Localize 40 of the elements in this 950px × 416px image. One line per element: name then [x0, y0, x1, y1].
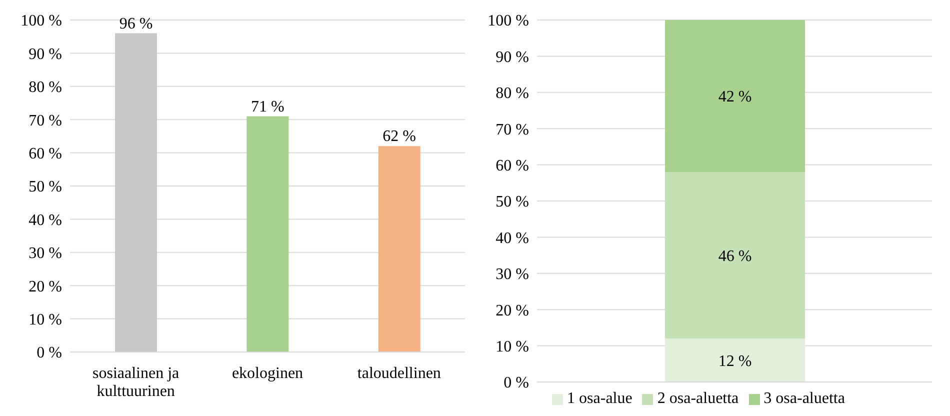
- y-tick-label: 60 %: [28, 145, 62, 162]
- y-tick-label: 0 %: [504, 374, 529, 392]
- y-tick-label: 20 %: [496, 302, 529, 320]
- y-tick-label: 30 %: [28, 245, 62, 262]
- bar: [378, 146, 420, 352]
- data-label: 62 %: [382, 128, 416, 146]
- y-tick-label: 0 %: [36, 344, 62, 362]
- y-tick-label: 40 %: [496, 230, 529, 247]
- bar: [665, 20, 805, 172]
- y-tick-label: 20 %: [28, 278, 62, 296]
- x-tick-label: sosiaalinen ja kulttuurinen: [92, 365, 180, 400]
- y-tick-label: 80 %: [28, 79, 62, 96]
- legend-label: 2 osa-aluetta: [657, 390, 739, 407]
- y-tick-label: 50 %: [28, 178, 62, 196]
- legend-label: 1 osa-alue: [567, 390, 632, 407]
- y-tick-label: 70 %: [28, 112, 62, 130]
- y-tick-label: 90 %: [28, 46, 62, 63]
- y-tick-label: 40 %: [28, 212, 62, 229]
- data-label: 12 %: [718, 352, 752, 370]
- x-tick-label: ekologinen: [232, 365, 304, 382]
- bar: [665, 172, 805, 339]
- data-label: 71 %: [251, 98, 284, 116]
- x-tick-label: taloudellinen: [357, 365, 441, 382]
- y-tick-label: 60 %: [496, 157, 529, 174]
- data-label: 96 %: [119, 15, 153, 32]
- y-tick-label: 100 %: [20, 12, 62, 30]
- legend-label: 3 osa-aluetta: [764, 390, 845, 407]
- bar: [246, 116, 289, 352]
- data-label: 46 %: [718, 248, 752, 265]
- y-tick-label: 30 %: [496, 266, 529, 284]
- y-tick-label: 10 %: [496, 338, 529, 356]
- y-tick-label: 100 %: [488, 12, 529, 30]
- y-tick-label: 90 %: [496, 48, 529, 66]
- y-tick-label: 10 %: [28, 311, 62, 328]
- bar: [115, 33, 157, 352]
- y-tick-label: 70 %: [496, 121, 529, 138]
- y-tick-label: 50 %: [496, 194, 529, 211]
- data-label: 42 %: [718, 88, 752, 106]
- y-tick-label: 80 %: [496, 85, 529, 102]
- bar: [665, 338, 805, 382]
